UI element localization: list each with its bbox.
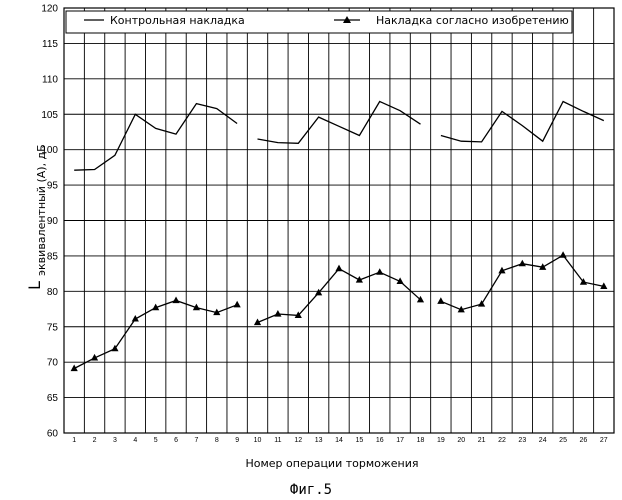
x-tick-label: 17 <box>396 437 404 444</box>
y-tick-label: 85 <box>47 251 59 262</box>
x-tick-label: 22 <box>498 437 506 444</box>
x-tick-label: 26 <box>580 437 588 444</box>
x-tick-label: 11 <box>274 437 281 444</box>
y-tick-label: 115 <box>42 39 58 50</box>
y-tick-label: 120 <box>41 4 58 15</box>
x-tick-label: 3 <box>113 437 117 444</box>
x-tick-label: 24 <box>539 437 547 444</box>
y-tick-label: 80 <box>47 287 59 298</box>
x-axis-label: Номер операции торможения <box>245 457 418 470</box>
x-tick-label: 9 <box>235 437 239 444</box>
y-axis-label-main: L <box>25 281 44 290</box>
x-tick-labels: 1234567891011121314151617181920212223242… <box>72 437 608 444</box>
x-tick-label: 5 <box>154 437 158 444</box>
x-tick-label: 25 <box>559 437 567 444</box>
y-axis-label: L эквивалентный (A), дБ <box>25 144 48 290</box>
x-tick-label: 14 <box>335 437 343 444</box>
y-tick-label: 110 <box>42 74 58 85</box>
x-tick-label: 15 <box>355 437 363 444</box>
x-tick-label: 18 <box>417 437 425 444</box>
x-tick-label: 2 <box>93 437 97 444</box>
x-tick-label: 13 <box>315 437 323 444</box>
x-tick-label: 19 <box>437 437 445 444</box>
x-tick-label: 1 <box>72 437 76 444</box>
y-tick-label: 65 <box>47 393 59 404</box>
y-tick-label: 75 <box>47 322 59 333</box>
x-tick-label: 12 <box>294 437 302 444</box>
x-tick-label: 7 <box>194 437 198 444</box>
x-tick-label: 23 <box>518 437 526 444</box>
x-tick-label: 8 <box>215 437 219 444</box>
x-tick-label: 10 <box>254 437 262 444</box>
legend-label-control: Контрольная накладка <box>110 14 245 27</box>
figure-caption: Фиг.5 <box>290 482 332 498</box>
x-tick-label: 6 <box>174 437 178 444</box>
y-axis-label-sub: эквивалентный (A), дБ <box>35 144 48 276</box>
y-tick-label: 95 <box>47 181 59 192</box>
y-tick-label: 105 <box>41 110 58 121</box>
x-tick-label: 21 <box>478 437 486 444</box>
y-tick-label: 90 <box>47 216 59 227</box>
y-tick-label: 70 <box>47 358 59 369</box>
x-tick-label: 20 <box>457 437 465 444</box>
legend: Контрольная накладка Накладка согласно и… <box>66 11 572 33</box>
x-tick-label: 27 <box>600 437 608 444</box>
x-tick-label: 4 <box>133 437 137 444</box>
x-tick-label: 16 <box>376 437 384 444</box>
y-tick-label: 60 <box>47 429 59 440</box>
legend-label-invention: Накладка согласно изобретению <box>376 14 569 27</box>
